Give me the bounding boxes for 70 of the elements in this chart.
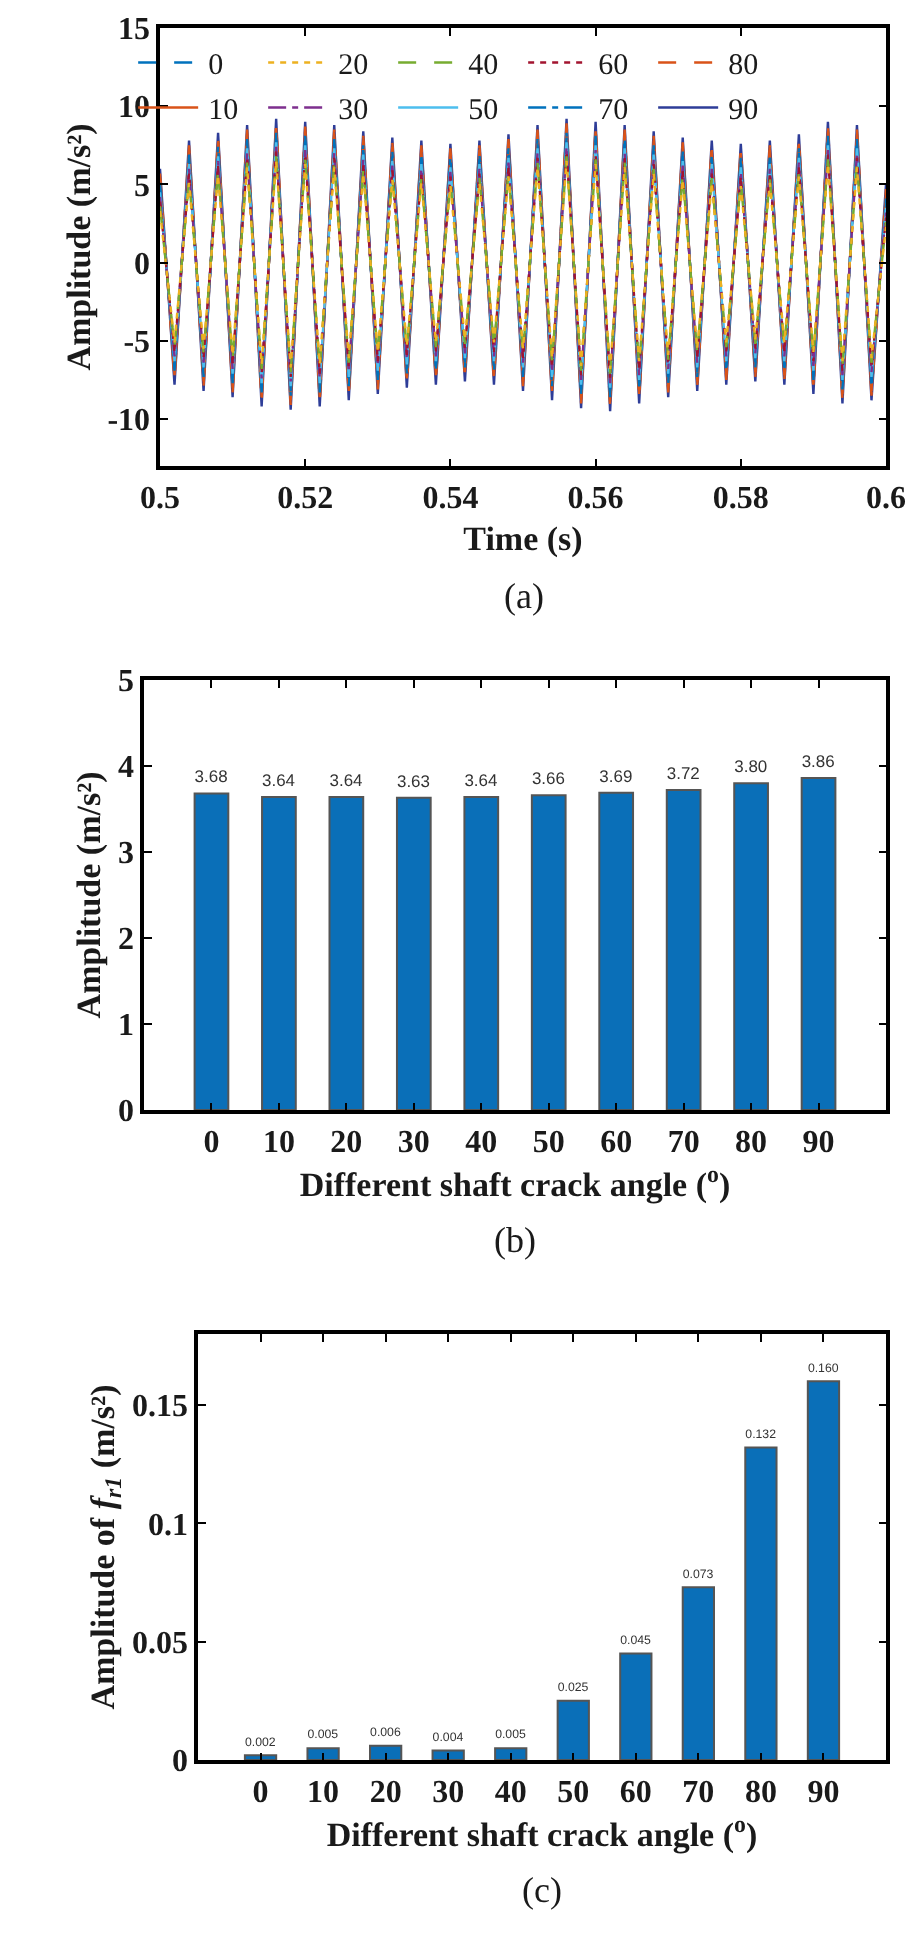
x-tick-label: 0 [203,1125,220,1160]
legend-label: 20 [338,50,369,83]
data-label: 3.86 [801,750,836,771]
x-tick-label: 20 [330,1125,363,1160]
y-tick-label: 4 [118,751,135,786]
y-axis-title: Amplitude (m/s²) [59,123,98,371]
x-tick-label: 0.56 [567,481,624,516]
data-label: 3.69 [599,765,633,786]
x-tick-label: 90 [802,1125,835,1160]
legend-label: 70 [598,95,629,128]
y-tick-label: 3 [118,837,135,872]
x-tick-label: 80 [744,1775,777,1810]
y-tick-label: -5 [123,326,151,361]
y-tick-label: 0.1 [148,1508,189,1543]
x-tick-label: 50 [557,1775,590,1810]
legend-label: 40 [468,50,499,83]
legend-label: 0 [208,50,224,83]
x-tick-label: 0 [252,1775,269,1810]
x-tick-label: 30 [397,1125,430,1160]
x-tick-label: 40 [465,1125,498,1160]
x-tick-label: 80 [735,1125,768,1160]
legend-label: 60 [598,50,629,83]
x-tick-label: 30 [432,1775,465,1810]
legend-label: 90 [728,95,759,128]
x-tick-label: 10 [262,1125,295,1160]
y-tick-label: 1 [118,1009,135,1044]
y-tick-label: 0.15 [132,1390,189,1425]
x-tick-label: 20 [369,1775,402,1810]
y-tick-label: 0 [172,1745,189,1780]
text: (b) [494,1220,536,1260]
text: (c) [522,1870,562,1910]
y-tick-label: 0 [118,1095,135,1130]
y-tick-label: 5 [118,665,135,700]
legend-label: 80 [728,50,759,83]
x-tick-label: 0.58 [712,481,769,516]
text: (a) [504,576,544,616]
y-tick-label: 0 [134,247,151,282]
data-label: 3.68 [194,766,229,787]
x-tick-label: 70 [667,1125,700,1160]
x-tick-label: 0.6 [866,481,906,516]
y-tick-label: 2 [118,923,135,958]
y-tick-label: 10 [118,91,151,126]
x-tick-label: 0.52 [277,481,334,516]
data-label: 3.80 [734,756,768,777]
y-tick-label: 15 [118,13,151,48]
x-tick-label: 0.54 [422,481,479,516]
x-tick-label: 50 [532,1125,565,1160]
y-tick-label: 0.05 [132,1626,189,1661]
x-tick-label: 70 [682,1775,715,1810]
x-tick-label: 10 [307,1775,340,1810]
legend-label: 50 [468,95,499,128]
data-label: 3.72 [666,763,701,783]
x-tick-label: 60 [619,1775,652,1810]
x-tick-label: 90 [807,1775,840,1810]
y-tick-label: 5 [134,169,151,204]
y-tick-label: -10 [107,404,151,439]
x-tick-label: 40 [494,1775,527,1810]
y-axis-title: Amplitude (m/s²) [70,771,109,1019]
data-label: 3.63 [396,770,431,791]
legend-label: 10 [208,95,239,128]
x-axis-title: Different shaft crack angle ($^{o}$) [299,1159,731,1205]
x-tick-label: 60 [600,1125,633,1160]
x-axis-title: Time (s) [463,519,583,558]
data-label: 3.64 [464,769,498,790]
legend-label: 30 [338,95,369,128]
data-label: 3.66 [531,768,566,789]
data-label: 3.64 [262,769,296,790]
x-axis-title: Different shaft crack angle ($^{o}$) [326,1809,758,1855]
data-label: 3.64 [329,769,364,790]
x-tick-label: 0.5 [140,481,180,516]
